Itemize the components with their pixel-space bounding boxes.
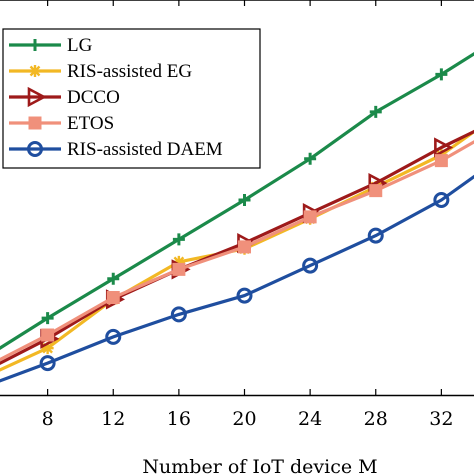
legend-marker [29,39,41,51]
legend-entry-lg: LG [9,35,93,56]
series-line-ris-assisted-daem [0,174,474,383]
legend-label: RIS-assisted EG [67,61,192,82]
series-layer [0,51,474,383]
data-point-etos [238,240,251,254]
data-point-etos [369,184,383,198]
legend-marker [28,116,42,130]
data-point-dcco [434,137,454,158]
data-point-ris-assisted-eg [172,255,185,268]
data-point-lg [41,312,54,325]
legend-label: RIS-assisted DAEM [67,139,223,160]
x-axis-title: Number of IoT device M [142,456,377,474]
x-tick-label: 12 [101,408,125,430]
legend-label: ETOS [67,113,114,134]
data-point-ris-assisted-daem [39,355,56,372]
legend-marker [27,141,43,157]
x-tick-label: 28 [364,408,388,430]
x-tick-label: 32 [429,408,453,430]
data-point-ris-assisted-daem [170,306,187,323]
legend-entry-ris-assisted-daem: RIS-assisted DAEM [9,139,223,160]
legend-entry-ris-assisted-eg: RIS-assisted EG [9,61,192,82]
data-point-etos [41,328,55,342]
series-etos [0,140,474,362]
data-point-ris-assisted-daem [302,257,319,274]
data-point-lg [172,233,185,246]
data-point-ris-assisted-eg [41,342,54,355]
legend-marker [29,65,41,77]
x-tick-label: 16 [167,408,191,430]
legend-label: LG [67,35,93,56]
legend-entry-dcco: DCCO [9,86,120,108]
data-point-ris-assisted-daem [433,192,450,208]
series-ris-assisted-daem [0,174,474,383]
data-point-etos [434,154,448,168]
legend-label: DCCO [67,87,120,108]
series-lg [0,51,474,350]
data-point-ris-assisted-daem [236,287,253,304]
legend: LG RIS-assisted EG DCCO ETOS RIS-assisted DA… [2,28,261,169]
data-point-lg [107,272,120,285]
data-point-etos [303,210,317,224]
legend-marker [27,86,47,108]
axes-layer: 812162024283236 [0,0,474,430]
data-point-lg [304,152,317,165]
data-point-ris-assisted-daem [367,227,384,244]
x-tick-label: 24 [298,408,322,430]
data-point-etos [106,291,120,304]
data-point-lg [369,105,382,118]
legend-entry-etos: ETOS [9,113,114,134]
data-point-lg [238,194,251,206]
data-point-etos [172,262,186,276]
x-tick-label: 8 [42,408,54,430]
data-point-ris-assisted-daem [105,328,122,345]
data-point-lg [435,68,448,81]
x-tick-label: 20 [232,408,256,430]
